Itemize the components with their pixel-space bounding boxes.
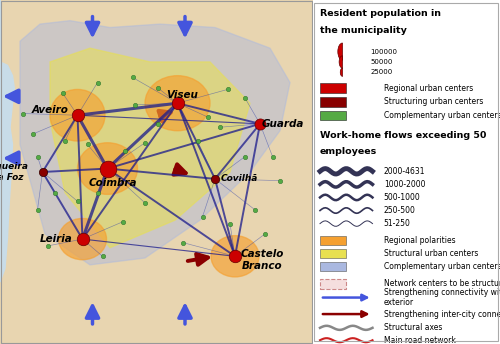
Text: 50000: 50000 <box>370 59 393 65</box>
Text: Figueira
da Foz: Figueira da Foz <box>0 162 28 182</box>
Text: Main road network: Main road network <box>384 336 456 344</box>
Bar <box>320 262 346 271</box>
Text: Resident population in: Resident population in <box>320 9 441 18</box>
Bar <box>320 111 346 120</box>
Text: 500-1000: 500-1000 <box>384 193 420 202</box>
Text: Structural urban centers: Structural urban centers <box>384 249 478 258</box>
Ellipse shape <box>58 218 106 260</box>
Text: Aveiro: Aveiro <box>32 105 68 115</box>
Text: 1000-2000: 1000-2000 <box>384 180 425 189</box>
Text: Structural axes: Structural axes <box>384 323 442 332</box>
Bar <box>320 236 346 245</box>
Text: Viseu: Viseu <box>166 89 198 100</box>
Bar <box>320 249 346 258</box>
Text: 100000: 100000 <box>370 49 398 55</box>
Text: Work-home flows exceeding 50: Work-home flows exceeding 50 <box>320 131 486 140</box>
Wedge shape <box>339 56 342 68</box>
Text: Complementary urban centers: Complementary urban centers <box>384 111 500 120</box>
Text: Guarda: Guarda <box>262 119 304 129</box>
Text: Regional polarities: Regional polarities <box>384 236 456 245</box>
Text: employees: employees <box>320 147 378 156</box>
Ellipse shape <box>145 76 210 131</box>
Bar <box>320 279 346 289</box>
Polygon shape <box>20 21 290 265</box>
Text: Strengthening connectivity with the
exterior: Strengthening connectivity with the exte… <box>384 288 500 307</box>
Text: Coimbra: Coimbra <box>88 178 137 188</box>
Ellipse shape <box>211 236 259 277</box>
Text: Complementary urban centers: Complementary urban centers <box>384 262 500 271</box>
Ellipse shape <box>50 89 105 141</box>
Text: Covilhã: Covilhã <box>220 174 258 183</box>
Text: Regional urban centers: Regional urban centers <box>384 84 473 93</box>
Text: Castelo
Branco: Castelo Branco <box>241 249 284 270</box>
Text: 51-250: 51-250 <box>384 219 410 228</box>
Bar <box>320 97 346 107</box>
Text: Structuring urban centers: Structuring urban centers <box>384 97 483 106</box>
Text: Network centers to be structured: Network centers to be structured <box>384 279 500 288</box>
Ellipse shape <box>78 143 138 194</box>
Text: the municipality: the municipality <box>320 26 407 35</box>
Text: 25000: 25000 <box>370 69 393 75</box>
Wedge shape <box>340 68 342 76</box>
Text: Leiria: Leiria <box>40 234 73 244</box>
Text: 2000-4631: 2000-4631 <box>384 167 425 176</box>
Text: Strengthening inter-city connectivity: Strengthening inter-city connectivity <box>384 310 500 319</box>
Text: 250-500: 250-500 <box>384 206 416 215</box>
Bar <box>320 83 346 93</box>
Polygon shape <box>0 0 15 282</box>
Wedge shape <box>338 43 342 60</box>
Polygon shape <box>50 48 250 248</box>
